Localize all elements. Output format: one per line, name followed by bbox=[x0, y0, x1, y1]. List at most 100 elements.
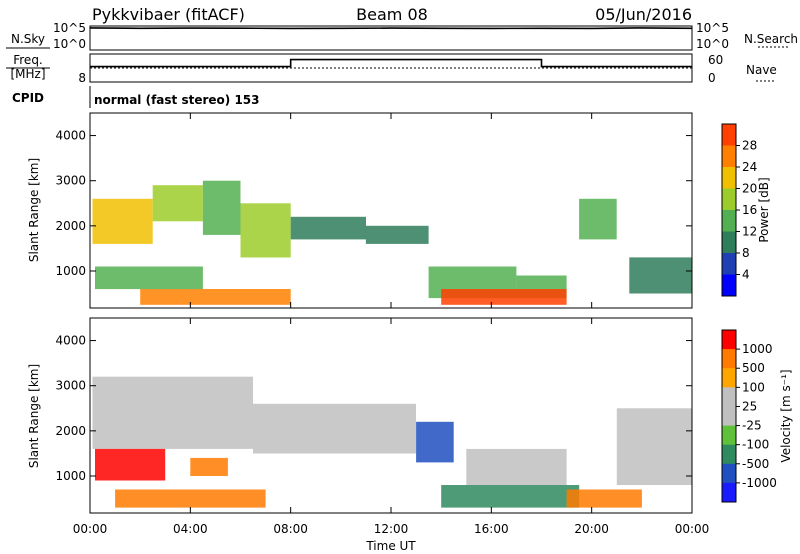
power-y-label: Slant Range [km] bbox=[27, 158, 41, 262]
heatmap-cell bbox=[466, 448, 567, 485]
colorbar-tick-label: -500 bbox=[742, 457, 769, 471]
x-tick-label: 04:00 bbox=[173, 522, 208, 536]
nave-label: Nave bbox=[746, 63, 777, 77]
colorbar-segment bbox=[722, 274, 736, 297]
colorbar-tick-label: 28 bbox=[742, 139, 757, 153]
colorbar-segment bbox=[722, 124, 736, 146]
colorbar-tick-label: 500 bbox=[742, 361, 765, 375]
velocity-colorbar: 1000 500 100 25 -25 -100 -500 -1000 bbox=[721, 329, 777, 503]
heatmap-cell bbox=[441, 485, 580, 508]
colorbar-tick-label: 4 bbox=[742, 268, 750, 282]
colorbar-tick-label: -100 bbox=[742, 438, 769, 452]
heatmap-cell bbox=[616, 408, 693, 485]
colorbar-segment bbox=[722, 387, 736, 407]
x-tick-label: 20:00 bbox=[574, 522, 609, 536]
colorbar-segment bbox=[722, 444, 736, 465]
noise-panel: N.Sky 10^5 10^0 10^5 10^0 N.Search bbox=[6, 21, 798, 51]
heatmap-cell bbox=[92, 198, 153, 244]
colorbar-tick-label: 12 bbox=[742, 225, 757, 239]
x-tick-label: 00:00 bbox=[73, 522, 108, 536]
noise-series-line bbox=[89, 27, 693, 30]
y-tick-label: 3000 bbox=[55, 174, 86, 188]
heatmap-cell bbox=[253, 403, 416, 454]
colorbar-segment bbox=[722, 482, 736, 503]
heatmap-cell bbox=[629, 257, 692, 294]
y-tick-label: 4000 bbox=[55, 334, 86, 348]
power-panel: 1000 2000 3000 4000 Slant Range [km] bbox=[27, 112, 693, 309]
heatmap-cell bbox=[240, 203, 291, 258]
heatmap-cell bbox=[152, 185, 203, 222]
heatmap-cell bbox=[190, 457, 228, 476]
velocity-heatmap bbox=[92, 376, 693, 508]
power-colorbar-label: Power [dB] bbox=[757, 177, 771, 242]
colorbar-segment bbox=[722, 167, 736, 189]
colorbar-frame bbox=[721, 329, 737, 503]
heatmap-cell bbox=[140, 289, 291, 305]
colorbar-tick-label: -25 bbox=[742, 419, 762, 433]
x-tick-label: 12:00 bbox=[374, 522, 409, 536]
freq-tick: 8 bbox=[78, 71, 86, 85]
power-heatmap bbox=[92, 180, 692, 305]
velocity-y-label: Slant Range [km] bbox=[27, 364, 41, 468]
velocity-y-ticks: 1000 2000 3000 4000 bbox=[55, 334, 692, 483]
heatmap-cell bbox=[92, 376, 253, 449]
x-axis-label: Time UT bbox=[365, 539, 416, 553]
noise-left-label: N.Sky bbox=[11, 32, 45, 46]
velocity-colorbar-label: Velocity [m s⁻¹] bbox=[779, 369, 793, 462]
nave-tick-top: 60 bbox=[708, 53, 723, 67]
colorbar-segment bbox=[722, 188, 736, 211]
colorbar-segment bbox=[722, 145, 736, 168]
x-tick-label: 08:00 bbox=[273, 522, 308, 536]
date-title: 05/Jun/2016 bbox=[595, 5, 692, 24]
y-tick-label: 2000 bbox=[55, 424, 86, 438]
colorbar-segment bbox=[722, 368, 736, 388]
x-tick-label: 16:00 bbox=[474, 522, 509, 536]
colorbar-segment bbox=[722, 425, 736, 446]
noise-left-tick-bottom: 10^0 bbox=[53, 37, 86, 51]
heatmap-cell bbox=[290, 216, 366, 240]
velocity-panel: 1000 2000 3000 4000 Slant Range [km] bbox=[27, 317, 693, 514]
heatmap-cell bbox=[202, 180, 241, 235]
y-tick-label: 4000 bbox=[55, 129, 86, 143]
noise-right-tick-bottom: 10^0 bbox=[696, 37, 729, 51]
x-tick-label: 00:00 bbox=[675, 522, 710, 536]
colorbar-tick-label: 1000 bbox=[742, 342, 773, 356]
heatmap-cell bbox=[95, 448, 166, 481]
heatmap-cell bbox=[115, 489, 266, 508]
noise-left-tick-top: 10^5 bbox=[53, 21, 86, 35]
heatmap-cell bbox=[566, 489, 642, 508]
freq-unit-label: [MHz] bbox=[10, 67, 45, 81]
colorbar-segment bbox=[722, 330, 736, 350]
heatmap-cell bbox=[365, 225, 429, 244]
x-axis-ticks: 00:00 04:00 08:00 12:00 16:00 20:00 00:00 bbox=[73, 113, 710, 536]
power-colorbar: 28 24 20 16 12 8 4 bbox=[721, 123, 757, 297]
colorbar-tick-label: 20 bbox=[742, 182, 757, 196]
nave-tick-bottom: 0 bbox=[708, 71, 716, 85]
cpid-label: CPID bbox=[12, 91, 44, 105]
freq-label: Freq. bbox=[13, 53, 43, 67]
noise-right-label: N.Search bbox=[744, 32, 798, 46]
colorbar-tick-label: 16 bbox=[742, 203, 757, 217]
colorbar-segment bbox=[722, 253, 736, 275]
heatmap-cell bbox=[579, 198, 617, 240]
station-title: Pykkvibaer (fitACF) bbox=[92, 5, 245, 24]
heatmap-cell bbox=[95, 266, 203, 290]
cpid-mode-text: normal (fast stereo) 153 bbox=[94, 93, 260, 107]
freq-panel: Freq. [MHz] 8 60 0 Nave bbox=[6, 53, 777, 85]
cpid-panel: CPID normal (fast stereo) 153 bbox=[12, 86, 260, 108]
beam-title: Beam 08 bbox=[356, 5, 428, 24]
colorbar-tick-label: 8 bbox=[742, 246, 750, 260]
noise-right-tick-top: 10^5 bbox=[696, 21, 729, 35]
y-tick-label: 3000 bbox=[55, 379, 86, 393]
y-tick-label: 1000 bbox=[55, 469, 86, 483]
colorbar-tick-label: 24 bbox=[742, 160, 757, 174]
colorbar-tick-label: 100 bbox=[742, 380, 765, 394]
y-tick-label: 1000 bbox=[55, 264, 86, 278]
colorbar-segment bbox=[722, 349, 736, 369]
power-y-ticks: 1000 2000 3000 4000 bbox=[55, 129, 692, 278]
colorbar-segment bbox=[722, 406, 736, 426]
colorbar-tick-label: 25 bbox=[742, 399, 757, 413]
y-tick-label: 2000 bbox=[55, 219, 86, 233]
colorbar-segment bbox=[722, 210, 736, 232]
